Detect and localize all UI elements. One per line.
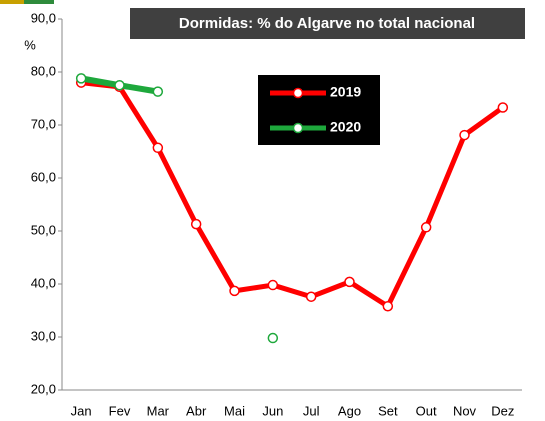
x-tick-label: Jul bbox=[303, 403, 320, 418]
x-tick-label: Nov bbox=[453, 403, 477, 418]
y-tick-label: 50,0 bbox=[31, 222, 56, 237]
data-point bbox=[305, 291, 317, 302]
data-point bbox=[382, 301, 394, 312]
data-point bbox=[75, 73, 87, 84]
x-tick-label: Mar bbox=[147, 403, 170, 418]
y-tick-label: 40,0 bbox=[31, 275, 56, 290]
data-point bbox=[190, 218, 202, 230]
data-point bbox=[152, 142, 164, 154]
decoration bbox=[24, 0, 54, 4]
data-point bbox=[344, 276, 355, 288]
data-point bbox=[229, 285, 240, 297]
x-tick-label: Jan bbox=[71, 403, 92, 418]
x-tick-label: Mai bbox=[224, 403, 245, 418]
x-tick-label: Abr bbox=[186, 403, 207, 418]
y-axis-label: % bbox=[24, 37, 36, 52]
x-tick-label: Fev bbox=[109, 403, 131, 418]
series-line bbox=[81, 78, 273, 338]
legend-label: 2019 bbox=[330, 84, 361, 100]
x-tick-label: Set bbox=[378, 403, 398, 418]
data-point bbox=[459, 129, 470, 141]
legend-marker bbox=[292, 122, 304, 134]
series-line bbox=[80, 80, 505, 309]
decoration bbox=[0, 0, 24, 4]
data-point bbox=[114, 80, 125, 91]
y-tick-label: 90,0 bbox=[31, 10, 56, 25]
x-tick-label: Dez bbox=[491, 403, 514, 418]
data-point bbox=[267, 279, 279, 291]
y-tick-label: 70,0 bbox=[31, 116, 56, 131]
x-tick-label: Jun bbox=[262, 403, 283, 418]
data-point bbox=[497, 102, 509, 113]
data-point bbox=[267, 332, 279, 344]
y-tick-label: 60,0 bbox=[31, 169, 56, 184]
legend bbox=[258, 75, 380, 145]
legend-marker bbox=[292, 87, 304, 99]
title-box bbox=[130, 8, 525, 39]
data-point bbox=[420, 222, 432, 233]
y-tick-label: 20,0 bbox=[31, 381, 56, 396]
x-tick-label: Out bbox=[416, 403, 437, 418]
y-tick-label: 80,0 bbox=[31, 63, 56, 78]
x-tick-label: Ago bbox=[338, 403, 361, 418]
chart-title: Dormidas: % do Algarve no total nacional bbox=[179, 15, 475, 32]
data-point bbox=[152, 86, 164, 97]
legend-label: 2020 bbox=[330, 119, 361, 135]
y-tick-label: 30,0 bbox=[31, 328, 56, 343]
